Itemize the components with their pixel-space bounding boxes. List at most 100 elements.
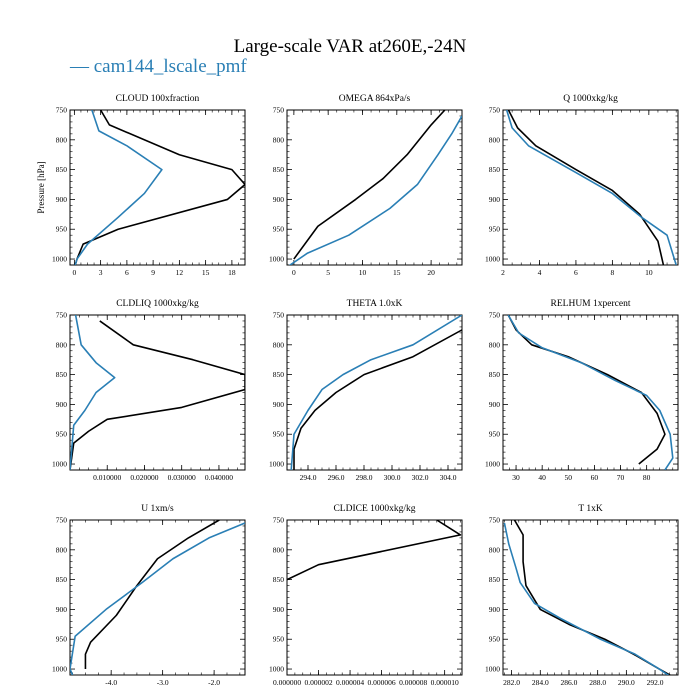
x-tick-label: 20 xyxy=(427,268,435,277)
y-axis-label: Pressure [hPa] xyxy=(36,161,46,213)
x-tick-label: 286.0 xyxy=(561,678,578,687)
x-tick-label: 6 xyxy=(574,268,578,277)
y-tick-label: 750 xyxy=(56,106,68,115)
y-tick-label: 1000 xyxy=(52,460,67,469)
y-tick-label: 750 xyxy=(273,106,285,115)
panel-title: CLOUD 100xfraction xyxy=(116,93,200,104)
y-tick-label: 900 xyxy=(273,195,285,204)
y-tick-label: 1000 xyxy=(52,255,67,264)
y-tick-label: 850 xyxy=(489,165,501,174)
x-tick-label: 12 xyxy=(176,268,184,277)
x-tick-label: 282.0 xyxy=(503,678,520,687)
y-tick-label: 800 xyxy=(56,340,68,349)
x-tick-label: 6 xyxy=(125,268,129,277)
legend-line-icon: — xyxy=(70,56,94,77)
y-tick-label: 950 xyxy=(56,430,68,439)
series-line xyxy=(507,315,666,465)
y-tick-label: 950 xyxy=(489,430,501,439)
x-tick-label: 0.040000 xyxy=(205,473,233,482)
x-tick-label: 0.000010 xyxy=(431,678,459,687)
y-tick-label: 950 xyxy=(489,635,501,644)
x-tick-label: 18 xyxy=(228,268,236,277)
series-line xyxy=(290,315,462,470)
x-tick-label: 298.0 xyxy=(356,473,373,482)
series-line xyxy=(84,520,220,670)
y-tick-label: 900 xyxy=(273,400,285,409)
panel-title: CLDLIQ 1000xkg/kg xyxy=(116,299,199,309)
x-tick-label: 0.000002 xyxy=(304,678,332,687)
x-tick-label: -2.0 xyxy=(208,678,220,687)
x-tick-label: 15 xyxy=(202,268,210,277)
x-tick-label: 0 xyxy=(292,268,296,277)
panel-title: RELHUM 1xpercent xyxy=(551,299,631,309)
x-tick-label: 0.030000 xyxy=(168,473,196,482)
y-tick-label: 900 xyxy=(489,195,501,204)
y-tick-label: 750 xyxy=(56,516,68,525)
chart-panel: CLDICE 1000xkg/kg 750 800 850 900 950 1000 0.00… xyxy=(269,504,463,687)
y-tick-label: 850 xyxy=(273,165,285,174)
y-tick-label: 800 xyxy=(273,340,285,349)
x-tick-label: 294.0 xyxy=(300,473,317,482)
x-tick-label: 300.0 xyxy=(384,473,401,482)
y-tick-label: 1000 xyxy=(485,255,500,264)
x-tick-label: 4 xyxy=(538,268,542,277)
x-tick-label: 296.0 xyxy=(328,473,345,482)
x-tick-label: 0 xyxy=(73,268,77,277)
y-tick-label: 900 xyxy=(56,400,68,409)
x-tick-label: 2 xyxy=(501,268,505,277)
y-tick-label: 850 xyxy=(489,575,501,584)
y-tick-label: 800 xyxy=(489,135,501,144)
y-tick-label: 900 xyxy=(273,605,285,614)
y-tick-label: 850 xyxy=(56,370,68,379)
plot-frame xyxy=(69,109,246,266)
y-tick-label: 900 xyxy=(489,605,501,614)
panel-title: THETA 1.0xK xyxy=(347,299,403,309)
y-tick-label: 950 xyxy=(273,635,285,644)
chart-panel: CLDLIQ 1000xkg/kg 750 800 850 900 950 1000 0.01… xyxy=(52,299,246,482)
x-tick-label: 70 xyxy=(617,473,625,482)
x-tick-label: 3 xyxy=(99,268,103,277)
series-line xyxy=(503,522,670,675)
plot-frame xyxy=(69,519,246,676)
x-tick-label: 0.000000 xyxy=(273,678,301,687)
figure-title: Large-scale VAR at260E,-24N xyxy=(233,36,467,57)
series-line xyxy=(74,110,245,265)
series-line xyxy=(507,110,665,265)
chart-panel: THETA 1.0xK 750 800 850 900 950 1000 294.0 296.0… xyxy=(269,299,463,482)
x-tick-label: 292.0 xyxy=(647,678,664,687)
series-line xyxy=(74,110,163,265)
y-tick-label: 750 xyxy=(56,311,68,320)
y-tick-label: 900 xyxy=(56,195,68,204)
series-line xyxy=(70,315,116,470)
plot-frame xyxy=(502,314,679,471)
series-line xyxy=(70,320,245,470)
x-tick-label: 0.010000 xyxy=(93,473,121,482)
chart-panel: U 1xm/s 750 800 850 900 950 1000 -4.0 -3.0 -2.0 xyxy=(52,504,246,687)
panel-title: CLDICE 1000xkg/kg xyxy=(333,504,415,514)
y-tick-label: 1000 xyxy=(269,665,284,674)
x-tick-label: -4.0 xyxy=(105,678,117,687)
series-line xyxy=(507,315,674,470)
y-tick-label: 900 xyxy=(56,605,68,614)
x-tick-label: 302.0 xyxy=(412,473,429,482)
series-line xyxy=(505,110,677,265)
y-tick-label: 750 xyxy=(273,311,285,320)
x-tick-label: 15 xyxy=(393,268,401,277)
series-line xyxy=(513,520,672,675)
x-tick-label: 288.0 xyxy=(589,678,606,687)
x-tick-label: 30 xyxy=(512,473,520,482)
y-tick-label: 800 xyxy=(273,545,285,554)
x-tick-label: 5 xyxy=(326,268,330,277)
legend-label: cam144_lscale_pmf xyxy=(93,56,247,77)
panel-title: Q 1000xkg/kg xyxy=(563,94,618,104)
y-tick-label: 800 xyxy=(489,340,501,349)
y-tick-label: 750 xyxy=(489,516,501,525)
x-tick-label: 290.0 xyxy=(618,678,635,687)
panel-title: OMEGA 864xPa/s xyxy=(339,94,411,104)
panel-title: U 1xm/s xyxy=(141,504,174,514)
y-tick-label: 950 xyxy=(273,225,285,234)
chart-panel: OMEGA 864xPa/s 750 800 850 900 950 1000 0 5 10 15 2… xyxy=(269,94,463,277)
x-tick-label: -3.0 xyxy=(157,678,169,687)
